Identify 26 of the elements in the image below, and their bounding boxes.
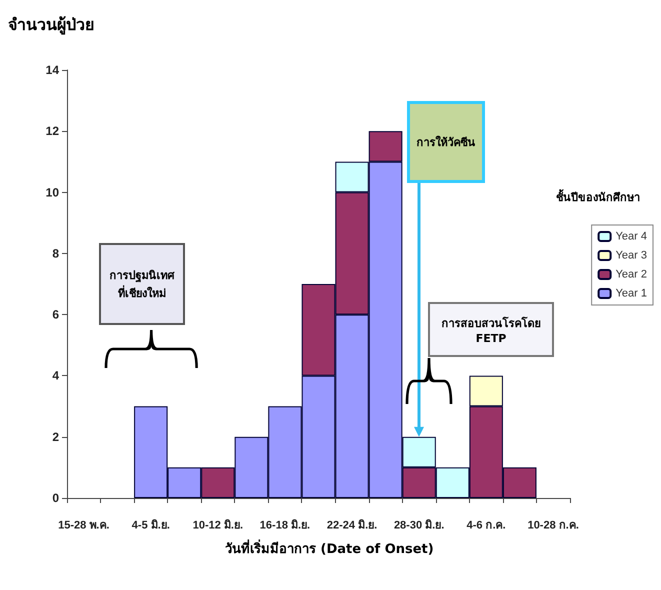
x-tick-label: 22-24 มิ.ย. (326, 518, 378, 532)
y-tick-label: 12 (46, 124, 60, 138)
x-axis-title: วันที่เริ่มมีอาการ (Date of Onset) (225, 538, 434, 559)
legend-label: Year 3 (616, 250, 648, 262)
legend-label: Year 4 (616, 230, 648, 242)
x-tick-label: 28-30 มิ.ย. (394, 518, 444, 532)
y-tick-label: 8 (52, 246, 60, 260)
x-tick-label: 4-5 มิ.ย. (132, 518, 170, 532)
y-tick-label: 14 (46, 63, 60, 77)
legend-label: Year 1 (616, 288, 648, 300)
y-tick-label: 2 (52, 430, 60, 444)
x-tick-label: 10-28 ก.ค. (528, 520, 579, 532)
y-tick-label: 4 (52, 368, 60, 383)
legend-title: ชั้นปีของนักศึกษา (556, 188, 640, 206)
note-box: การสอบสวนโรคโดย FETP (428, 302, 554, 357)
y-axis-title: จำนวนผู้ป่วย (8, 14, 94, 37)
legend-label: Year 2 (616, 268, 648, 280)
x-tick-label: 15-28 พ.ค. (58, 520, 110, 532)
y-tick-label: 0 (52, 491, 60, 505)
x-tick-label: 4-6 ก.ค. (466, 520, 506, 532)
note-box: การให้วัคซีน (407, 101, 486, 183)
x-tick-label: 10-12 มิ.ย. (192, 518, 244, 532)
x-tick-label: 16-18 มิ.ย. (260, 518, 310, 532)
y-tick-label: 6 (52, 308, 60, 322)
note-box: การปฐมนิเทศ ที่เชียงใหม่ (98, 243, 186, 325)
y-tick-label: 10 (46, 185, 60, 200)
